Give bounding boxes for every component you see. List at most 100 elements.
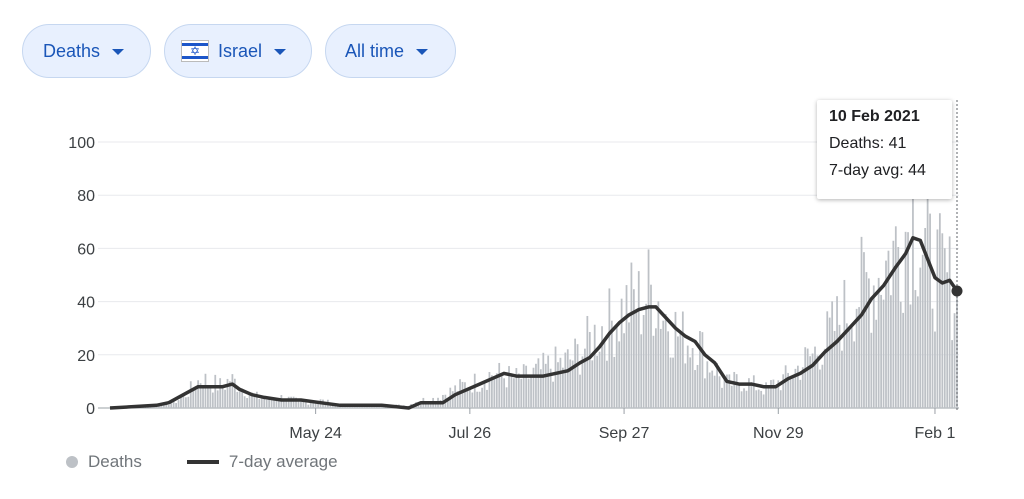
- death-bar: [716, 362, 718, 408]
- death-bar: [353, 406, 356, 408]
- death-bar: [591, 360, 594, 408]
- death-bar: [525, 365, 528, 408]
- tooltip-date: 10 Feb 2021: [829, 108, 920, 125]
- death-bar: [628, 322, 630, 408]
- death-bar: [635, 310, 638, 408]
- death-bar: [307, 404, 310, 408]
- death-bar: [498, 362, 501, 408]
- chart-tooltip: 10 Feb 2021 Deaths: 41 7-day avg: 44: [817, 100, 952, 199]
- death-bar: [258, 399, 261, 408]
- death-bar: [909, 304, 912, 408]
- death-bar: [508, 366, 510, 408]
- death-bar: [557, 362, 559, 408]
- death-bar: [559, 357, 562, 408]
- death-bar: [270, 399, 273, 408]
- death-bar: [699, 331, 701, 408]
- death-bar: [674, 311, 677, 408]
- death-bar: [552, 381, 554, 408]
- death-bar: [488, 372, 491, 408]
- death-bar: [877, 277, 880, 408]
- death-bar: [625, 285, 628, 408]
- region-dropdown-label: Israel: [218, 40, 263, 61]
- death-bar: [554, 346, 557, 408]
- death-bar: [539, 369, 542, 408]
- death-bar: [177, 400, 180, 408]
- death-bar: [172, 400, 175, 408]
- death-bar: [547, 355, 550, 408]
- death-bar: [571, 360, 574, 408]
- death-bar: [207, 384, 209, 408]
- death-bar: [787, 372, 789, 408]
- death-bar: [904, 231, 907, 408]
- time-range-dropdown[interactable]: All time: [325, 24, 456, 78]
- death-bar: [694, 370, 696, 408]
- death-bar: [510, 373, 513, 408]
- death-bar: [302, 401, 305, 408]
- death-bar: [669, 357, 672, 408]
- death-bar: [941, 233, 944, 408]
- death-bar: [701, 332, 704, 408]
- chevron-down-icon: [274, 49, 287, 55]
- death-bar: [659, 328, 662, 408]
- death-bar: [363, 406, 366, 408]
- average-legend-swatch: [186, 460, 219, 464]
- death-bar: [424, 402, 427, 408]
- death-bar: [613, 356, 616, 408]
- death-bar: [640, 334, 643, 408]
- death-bar: [574, 338, 576, 408]
- hover-point: [951, 285, 963, 297]
- death-bar: [867, 278, 870, 408]
- x-axis: May 24 Jul 26 Sep 27 Nov 29 Feb 1: [289, 408, 956, 442]
- death-bar: [828, 317, 831, 408]
- death-bar: [505, 387, 508, 408]
- death-bar: [667, 331, 670, 408]
- death-bar: [887, 250, 890, 408]
- death-bar: [221, 387, 224, 408]
- death-bar: [845, 323, 848, 408]
- death-bar: [738, 383, 741, 408]
- death-bar: [446, 399, 449, 408]
- death-bar: [170, 403, 173, 408]
- death-bar: [708, 372, 711, 408]
- y-tick-label: 20: [77, 348, 95, 365]
- death-bar: [711, 370, 714, 408]
- death-bar: [924, 227, 927, 408]
- death-bar: [246, 398, 248, 408]
- death-bar: [672, 357, 674, 408]
- death-bar: [863, 252, 865, 408]
- death-bar: [938, 213, 941, 408]
- death-bar: [706, 361, 709, 408]
- death-bar: [273, 399, 275, 408]
- death-bar: [495, 373, 498, 408]
- death-bar: [882, 299, 885, 408]
- death-bar: [275, 400, 278, 408]
- metric-dropdown[interactable]: Deaths: [22, 24, 151, 78]
- death-bar: [530, 375, 532, 408]
- time-range-dropdown-label: All time: [345, 40, 405, 61]
- death-bar: [304, 402, 307, 408]
- death-bar: [601, 326, 603, 408]
- death-bar: [255, 391, 258, 408]
- death-bar: [956, 287, 958, 408]
- death-bar: [615, 326, 618, 408]
- death-bar: [197, 380, 200, 408]
- death-bar: [779, 390, 782, 408]
- death-bar: [297, 398, 300, 408]
- death-bar: [943, 248, 946, 408]
- death-bar: [655, 328, 657, 408]
- death-bar: [194, 389, 197, 408]
- death-bar: [180, 397, 182, 408]
- israel-flag-icon: ✡: [181, 40, 209, 62]
- death-bar: [175, 403, 177, 408]
- death-bar: [290, 396, 293, 408]
- y-tick-label: 60: [77, 241, 95, 258]
- death-bar: [860, 236, 863, 408]
- death-bar: [740, 391, 743, 408]
- death-bar: [456, 391, 459, 408]
- death-bar: [953, 313, 956, 408]
- death-bar: [890, 295, 892, 408]
- death-bar: [689, 357, 692, 408]
- death-bar: [934, 331, 936, 408]
- region-dropdown[interactable]: ✡ Israel: [164, 24, 312, 78]
